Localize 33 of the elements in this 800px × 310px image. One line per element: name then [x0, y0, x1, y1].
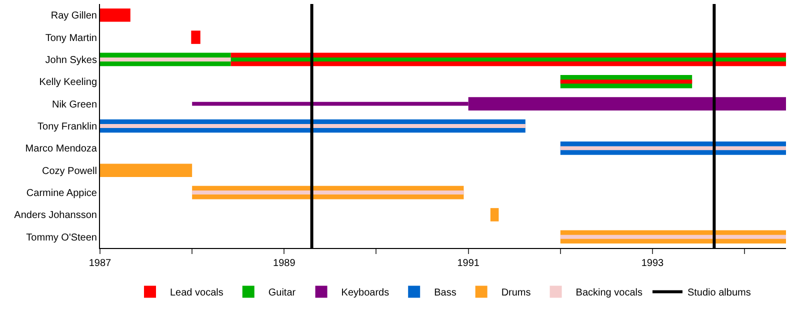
legend-label: Keyboards — [341, 288, 390, 299]
y-tick-label: Tony Martin — [45, 32, 97, 44]
bar — [100, 164, 192, 178]
y-tick-label: Marco Mendoza — [25, 144, 98, 155]
y-tick-label: Anders Johansson — [14, 210, 97, 222]
x-tick-label: 1993 — [641, 258, 664, 269]
x-tick-label: 1989 — [273, 258, 296, 269]
bar — [230, 57, 786, 62]
legend-label: Lead vocals — [170, 288, 224, 299]
bar — [100, 124, 526, 128]
y-tick-label: Nik Green — [52, 99, 97, 110]
y-tick-label: Cozy Powell — [42, 166, 97, 177]
legend-label: Bass — [434, 288, 456, 299]
legend-label: Backing vocals — [576, 288, 642, 299]
bar — [560, 80, 692, 84]
bar — [192, 190, 464, 195]
legend-label: Studio albums — [687, 288, 751, 299]
y-tick-label: Tony Franklin — [38, 122, 97, 132]
bar — [191, 30, 200, 44]
bar — [100, 8, 130, 22]
bar — [560, 234, 786, 239]
y-tick-label: Tommy O'Steen — [26, 232, 97, 244]
legend-label: Guitar — [268, 288, 296, 299]
y-tick-label: John Sykes — [45, 54, 97, 66]
x-tick-label: 1987 — [88, 258, 112, 269]
bar — [490, 208, 499, 222]
x-tick-label: 1991 — [457, 258, 480, 269]
bar — [100, 57, 231, 62]
legend-label: Drums — [501, 288, 531, 299]
bar — [560, 146, 786, 150]
y-tick-label: Ray Gillen — [50, 10, 97, 22]
y-tick-label: Carmine Appice — [26, 188, 98, 200]
y-tick-label: Kelly Keeling — [39, 77, 97, 88]
